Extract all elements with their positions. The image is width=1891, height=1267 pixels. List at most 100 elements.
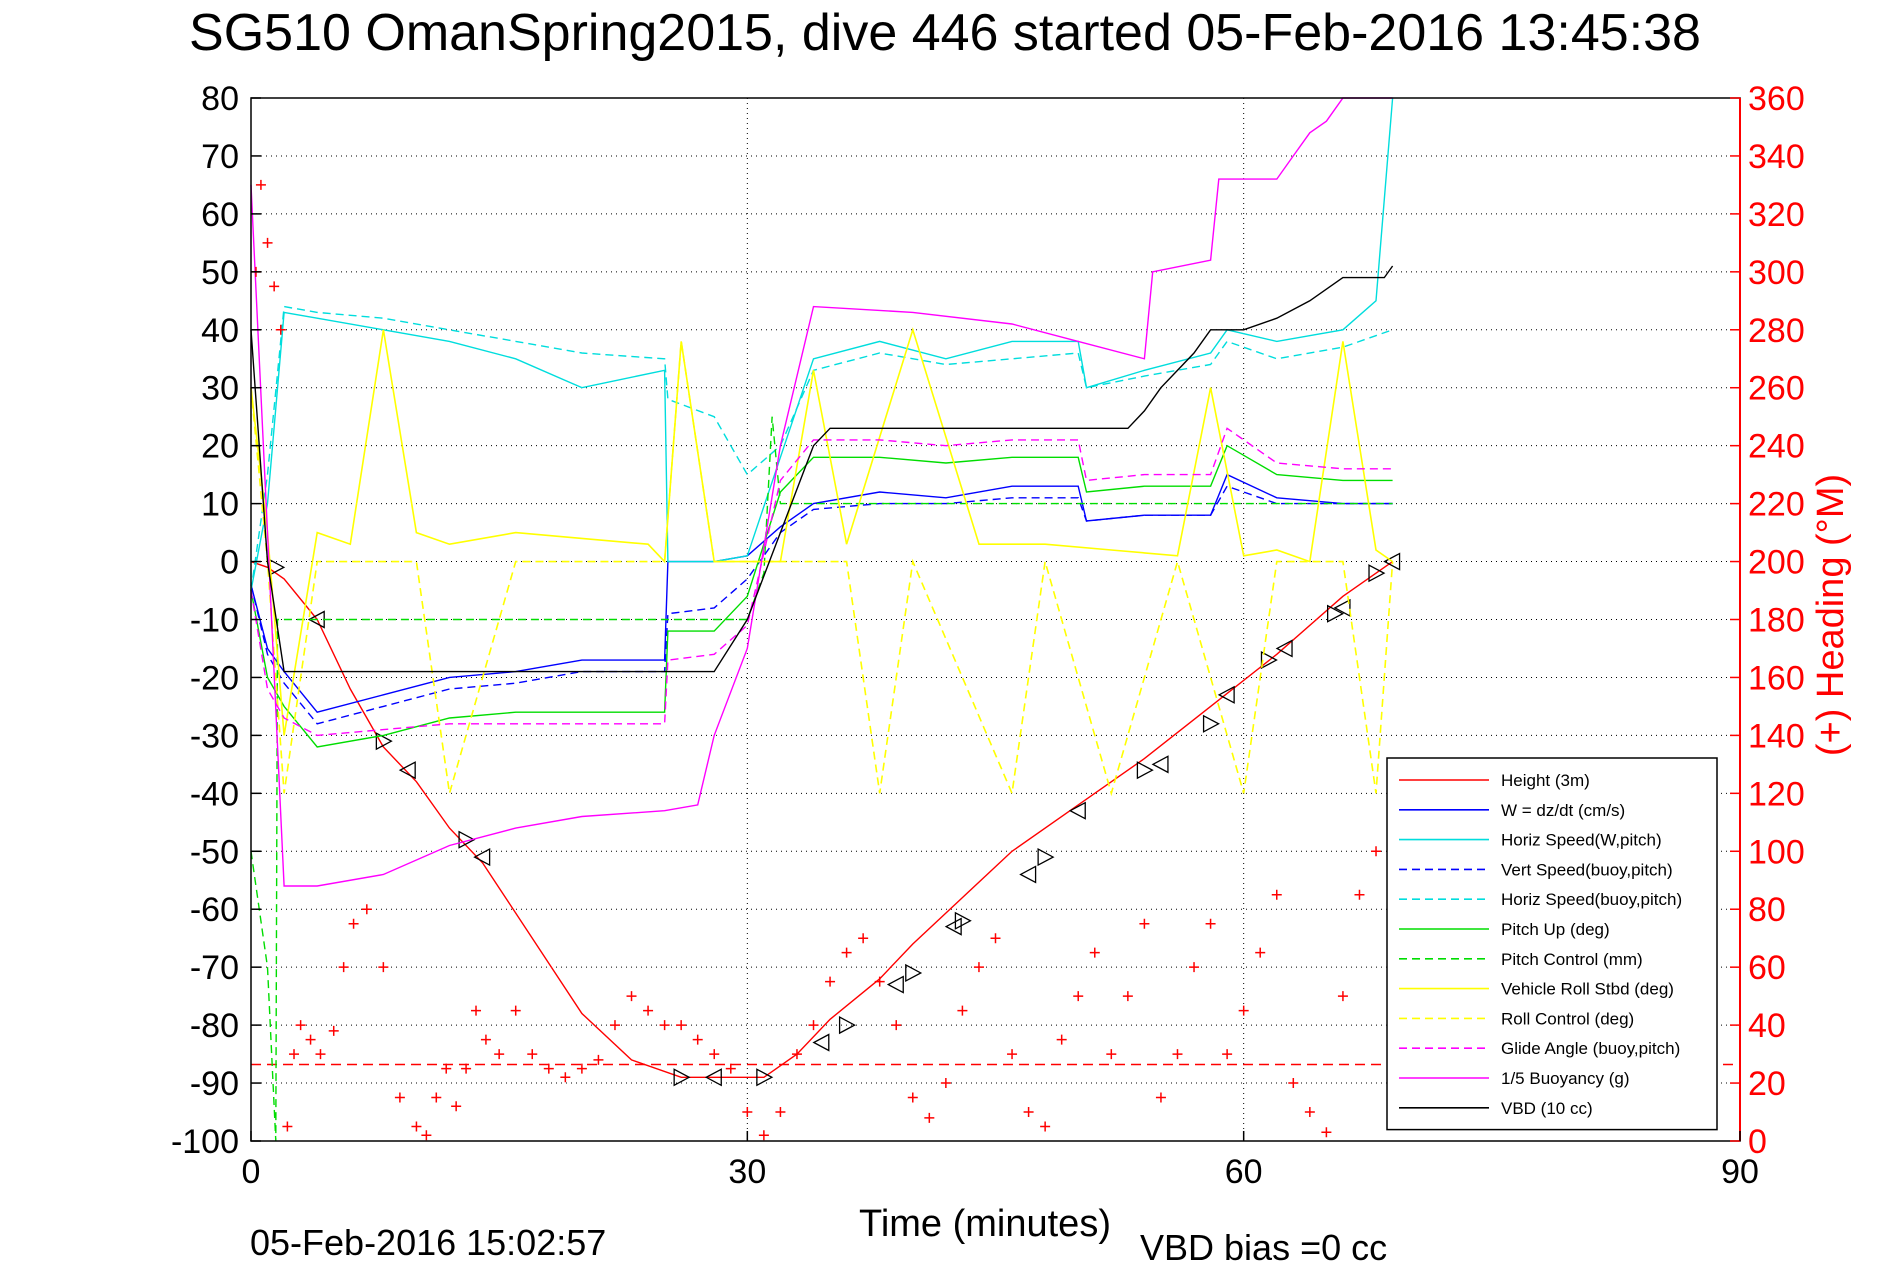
heading-point: [394, 1092, 405, 1103]
series-layer: [250, 97, 1401, 1142]
y2-tick-label: 260: [1748, 370, 1805, 408]
heading-point: [957, 1005, 968, 1016]
y2-tick-label: 200: [1748, 544, 1805, 582]
heading-point: [924, 1112, 935, 1123]
y2-tick-label: 320: [1748, 196, 1805, 234]
heading-point: [441, 1063, 452, 1074]
heading-point: [1122, 991, 1133, 1002]
series-line: [250, 444, 1393, 748]
heading-point: [940, 1078, 951, 1089]
y2-tick-label: 340: [1748, 138, 1805, 176]
series-line: [250, 560, 1394, 1078]
heading-point: [758, 1130, 769, 1141]
y2-tick-label: 360: [1748, 80, 1805, 118]
y-tick-label: -20: [190, 659, 239, 697]
height-marker: [944, 917, 962, 936]
height-marker: [1068, 801, 1086, 820]
y-tick-label: 80: [201, 80, 239, 118]
heading-point: [471, 1005, 482, 1016]
heading-point: [907, 1092, 918, 1103]
y-tick-label: -80: [190, 1007, 239, 1045]
heading-point: [1023, 1107, 1034, 1118]
legend-label: Glide Angle (buoy,pitch): [1501, 1039, 1680, 1058]
heading-point: [841, 947, 852, 958]
heading-point: [1354, 889, 1365, 900]
legend-box: [1386, 757, 1718, 1131]
series-group: [250, 327, 1394, 736]
heading-point: [543, 1063, 554, 1074]
axis-layer: 80706050403020100-10-20-30-40-50-60-70-8…: [171, 80, 1805, 1191]
heading-point: [1040, 1121, 1051, 1132]
series-line: [250, 427, 1393, 737]
heading-point: [643, 1005, 654, 1016]
heading-point: [378, 962, 389, 973]
heading-point: [361, 904, 372, 915]
heading-point: [709, 1049, 720, 1060]
heading-point: [1139, 918, 1150, 929]
heading-point: [659, 1020, 670, 1031]
y-tick-label: 40: [201, 312, 239, 350]
heading-point: [1073, 991, 1084, 1002]
legend-label: Horiz Speed(W,pitch): [1501, 831, 1662, 850]
heading-point: [421, 1130, 432, 1141]
height-marker: [458, 830, 476, 849]
y-tick-label: -60: [190, 891, 239, 929]
height-marker: [1037, 847, 1055, 867]
heading-point: [1288, 1078, 1299, 1089]
heading-point: [1371, 846, 1382, 857]
heading-point: [255, 179, 266, 190]
heading-point: [461, 1063, 472, 1074]
series-group: [250, 341, 1394, 797]
heading-point: [1205, 918, 1216, 929]
height-marker: [756, 1068, 774, 1087]
heading-point: [626, 991, 637, 1002]
heading-point: [1007, 1049, 1018, 1060]
height-marker: [1202, 714, 1220, 733]
height-marker: [1368, 564, 1386, 583]
heading-point: [289, 1049, 300, 1060]
y-tick-label: 50: [201, 254, 239, 292]
heading-point: [1337, 991, 1348, 1002]
heading-point: [1172, 1049, 1183, 1060]
height-marker: [1136, 761, 1154, 780]
y-tick-label: 10: [201, 486, 239, 524]
series-line: [250, 265, 1394, 673]
y2-tick-label: 240: [1748, 428, 1805, 466]
heading-point: [295, 1020, 306, 1031]
y-tick-label: -30: [190, 717, 239, 755]
chart-title: SG510 OmanSpring2015, dive 446 started 0…: [189, 4, 1701, 62]
height-marker: [1333, 598, 1351, 617]
y-tick-label: -100: [171, 1123, 239, 1161]
y-tick-label: 70: [201, 138, 239, 176]
y-tick-label: 60: [201, 196, 239, 234]
heading-point: [328, 1025, 339, 1036]
heading-point: [1255, 947, 1266, 958]
legend-label: Horiz Speed(buoy,pitch): [1501, 890, 1682, 909]
series-group: [250, 179, 1398, 1141]
heading-point: [560, 1072, 571, 1083]
heading-point: [315, 1049, 326, 1060]
y-tick-label: -90: [190, 1065, 239, 1103]
heading-point: [593, 1054, 604, 1065]
heading-point: [742, 1107, 753, 1118]
heading-point: [891, 1020, 902, 1031]
legend-label: Roll Control (deg): [1501, 1009, 1634, 1028]
y2-tick-label: 40: [1748, 1007, 1786, 1045]
series-group: [250, 444, 1393, 748]
heading-point: [282, 1121, 293, 1132]
height-marker: [1260, 650, 1278, 670]
heading-point: [338, 962, 349, 973]
heading-point: [576, 1063, 587, 1074]
heading-point: [527, 1049, 538, 1060]
heading-point: [1189, 962, 1200, 973]
y-tick-label: 20: [201, 428, 239, 466]
height-marker: [704, 1068, 722, 1087]
heading-point: [275, 324, 286, 335]
height-marker: [1019, 865, 1037, 884]
heading-point: [1106, 1049, 1117, 1060]
heading-point: [1222, 1049, 1233, 1060]
y2-tick-label: 120: [1748, 775, 1805, 813]
series-line: [250, 97, 1393, 887]
legend-label: 1/5 Buoyancy (g): [1501, 1069, 1630, 1088]
